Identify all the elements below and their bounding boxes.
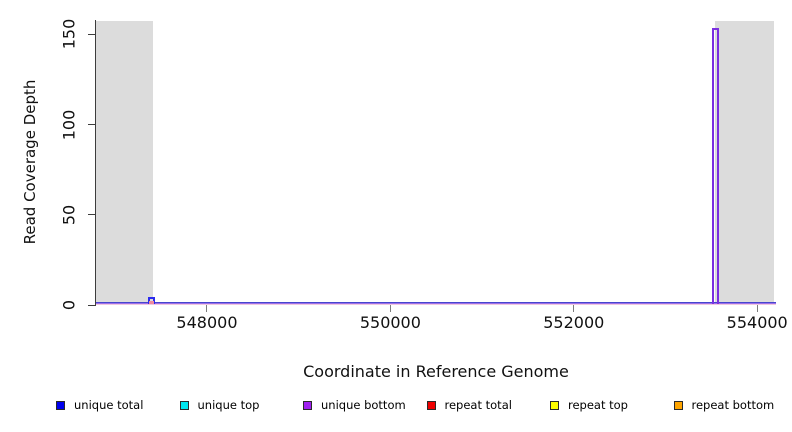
- x-tick-label: 552000: [543, 313, 605, 332]
- legend-swatch-repeat-bottom: [673, 400, 683, 410]
- legend-label: repeat top: [568, 398, 628, 412]
- plot-area: [96, 20, 776, 305]
- legend-swatch-unique-bottom: [303, 400, 312, 410]
- legend-label: repeat total: [444, 398, 512, 412]
- spike-unique-bottom: [712, 28, 719, 304]
- x-tick-mark: [389, 305, 391, 312]
- legend-swatch-unique-top: [179, 400, 189, 410]
- y-tick-mark: [88, 214, 96, 216]
- legend-swatch-repeat-top: [550, 400, 559, 410]
- coverage-baseline-2: [96, 304, 776, 305]
- coverage-baseline-1: [96, 303, 776, 304]
- x-tick-mark: [206, 305, 208, 312]
- y-tick-mark: [88, 304, 96, 306]
- x-tick-label: 548000: [176, 313, 238, 332]
- x-tick-label: 554000: [726, 313, 788, 332]
- y-axis-title: Read Coverage Depth: [21, 79, 39, 245]
- legend-item: unique bottom: [303, 395, 427, 415]
- legend-item: unique total: [56, 395, 180, 415]
- x-tick-label: 550000: [359, 313, 421, 332]
- y-tick-label: 150: [59, 19, 79, 50]
- x-tick-mark: [573, 305, 575, 312]
- legend-item: unique top: [179, 395, 304, 415]
- legend-label: repeat bottom: [691, 398, 775, 412]
- x-tick-mark: [756, 305, 758, 312]
- legend-swatch-unique-total: [56, 400, 65, 410]
- y-tick-label: 0: [59, 299, 79, 311]
- y-axis-line: [95, 20, 96, 306]
- y-tick-mark: [88, 124, 96, 126]
- coverage-baseline-0: [96, 302, 776, 303]
- legend-item: repeat top: [550, 395, 674, 415]
- legend: unique total unique top unique bottom repea…: [56, 395, 788, 415]
- legend-item: repeat total: [426, 395, 551, 415]
- left-masked-region: [96, 21, 153, 304]
- y-tick-label: 100: [59, 109, 79, 140]
- spike-unique-total: [148, 296, 155, 304]
- right-masked-region: [715, 21, 775, 304]
- y-tick-mark: [88, 33, 96, 35]
- y-tick-label: 50: [59, 204, 79, 225]
- legend-label: unique total: [74, 398, 144, 412]
- legend-swatch-repeat-total: [426, 400, 436, 410]
- legend-label: unique bottom: [321, 398, 406, 412]
- spike-repeat-total: [149, 301, 154, 304]
- x-axis-title: Coordinate in Reference Genome: [303, 362, 569, 381]
- legend-label: unique top: [197, 398, 260, 412]
- legend-item: repeat bottom: [673, 395, 792, 415]
